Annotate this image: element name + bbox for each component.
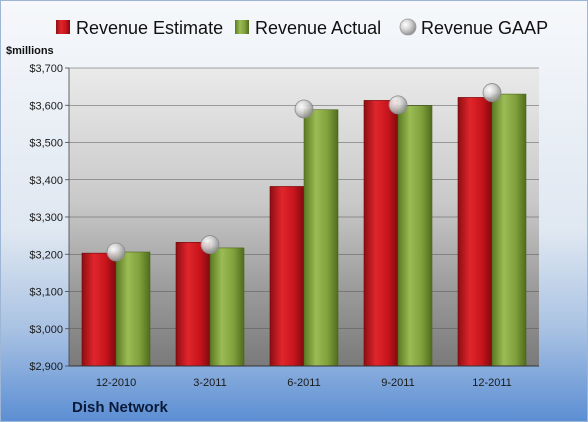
x-tick-label: 12-2010 [96,377,136,389]
legend-swatch-actual [235,20,249,34]
y-tick-label: $2,900 [29,361,63,373]
legend-marker-gaap [399,18,417,36]
company-label: Dish Network [72,399,169,416]
y-tick-label: $3,300 [29,212,63,224]
x-tick-label: 12-2011 [472,377,512,389]
actual-bar [491,93,527,367]
gaap-marker [482,83,502,102]
y-tick-label: $3,000 [29,324,63,336]
y-axis: $2,900 $3,000 $3,100 $3,200 $3,300 $3,400 $3,5… [29,63,70,373]
legend-swatch-estimate [56,20,70,34]
y-tick-label: $3,600 [29,100,63,112]
gaap-marker [200,235,220,254]
estimate-bar [269,186,305,367]
gaap-marker [106,242,126,262]
gaap-marker [294,99,314,119]
legend-label-estimate: Revenue Estimate [76,18,223,38]
x-tick-label: 6-2011 [287,377,320,389]
unit-label: $millions [6,45,54,57]
y-tick-label: $3,400 [29,175,63,187]
x-axis: 12-2010 3-2011 6-2011 9-2011 12-2011 [69,365,539,389]
y-tick-label: $3,700 [29,63,63,75]
y-tick-label: $3,100 [29,287,63,299]
x-tick-label: 9-2011 [381,377,414,389]
actual-bar [303,109,339,367]
estimate-bar [363,100,399,367]
legend-label-actual: Revenue Actual [255,18,381,38]
actual-bar [209,247,245,367]
actual-bar [115,251,151,367]
y-tick-label: $3,200 [29,249,63,261]
actual-bar [397,105,433,367]
estimate-bar [457,97,493,367]
estimate-bar [81,252,117,367]
gaap-markers [106,83,502,262]
gaap-marker [388,95,408,115]
estimate-bar [175,242,211,367]
bars [81,93,527,367]
x-tick-label: 3-2011 [193,377,226,389]
legend-label-gaap: Revenue GAAP [421,18,548,38]
y-tick-label: $3,500 [29,138,63,150]
legend: Revenue Estimate Revenue Actual Revenue … [56,18,548,38]
